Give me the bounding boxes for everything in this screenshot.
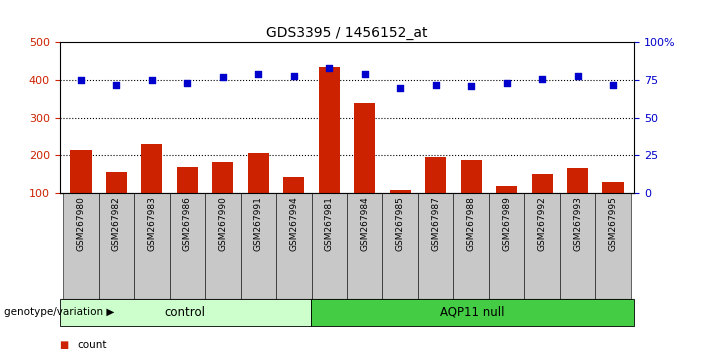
Bar (283, 177, 304, 193)
Bar (134, 193, 170, 299)
Bar (595, 193, 631, 299)
Bar (461, 160, 482, 193)
Point (572, 73, 583, 79)
Point (536, 76, 547, 81)
Text: GSM267981: GSM267981 (325, 196, 334, 251)
Text: GSM267995: GSM267995 (608, 196, 618, 251)
Text: control: control (165, 306, 206, 319)
Text: GSM267987: GSM267987 (431, 196, 440, 251)
Bar (425, 157, 447, 193)
Text: GSM267994: GSM267994 (290, 196, 298, 251)
Bar (418, 193, 454, 299)
Bar (170, 193, 205, 299)
Text: GSM267980: GSM267980 (76, 196, 86, 251)
Bar (454, 193, 489, 299)
Text: GSM267991: GSM267991 (254, 196, 263, 251)
Title: GDS3395 / 1456152_at: GDS3395 / 1456152_at (266, 26, 428, 40)
Point (147, 77, 158, 83)
Point (252, 71, 264, 77)
Point (359, 71, 370, 77)
Bar (240, 193, 276, 299)
Point (501, 80, 512, 86)
Text: GSM267993: GSM267993 (573, 196, 582, 251)
Bar (524, 193, 560, 299)
Bar (383, 193, 418, 299)
Text: GSM267985: GSM267985 (396, 196, 404, 251)
Bar (489, 193, 524, 299)
Text: GSM267983: GSM267983 (147, 196, 156, 251)
Bar (63, 193, 99, 299)
Bar (390, 190, 411, 193)
Bar (177, 167, 198, 193)
Bar (311, 193, 347, 299)
Bar (567, 169, 588, 193)
Text: GSM267982: GSM267982 (112, 196, 121, 251)
Point (395, 85, 406, 91)
Bar (319, 67, 340, 193)
Point (288, 73, 299, 79)
Bar (531, 174, 553, 193)
Point (608, 82, 619, 87)
Point (217, 74, 229, 80)
Bar (99, 193, 134, 299)
Bar (276, 193, 311, 299)
Bar (247, 153, 269, 193)
Bar (70, 150, 92, 193)
Bar (141, 144, 163, 193)
Point (182, 80, 193, 86)
Point (430, 82, 442, 87)
Bar (347, 193, 383, 299)
Bar (106, 172, 127, 193)
Text: ■: ■ (60, 340, 69, 350)
Text: genotype/variation ▶: genotype/variation ▶ (4, 307, 114, 318)
Text: GSM267992: GSM267992 (538, 196, 547, 251)
Point (465, 83, 477, 89)
Bar (560, 193, 595, 299)
Text: AQP11 null: AQP11 null (440, 306, 505, 319)
Bar (602, 182, 624, 193)
Bar (60, 299, 311, 326)
Text: count: count (77, 340, 107, 350)
Bar (496, 186, 517, 193)
Text: GSM267984: GSM267984 (360, 196, 369, 251)
Point (111, 82, 122, 87)
Text: GSM267989: GSM267989 (502, 196, 511, 251)
Text: GSM267988: GSM267988 (467, 196, 476, 251)
Text: GSM267990: GSM267990 (218, 196, 227, 251)
Bar (354, 103, 375, 193)
Bar (212, 162, 233, 193)
Text: GSM267986: GSM267986 (183, 196, 192, 251)
Bar (311, 299, 634, 326)
Point (324, 65, 335, 71)
Point (75, 77, 86, 83)
Bar (205, 193, 240, 299)
